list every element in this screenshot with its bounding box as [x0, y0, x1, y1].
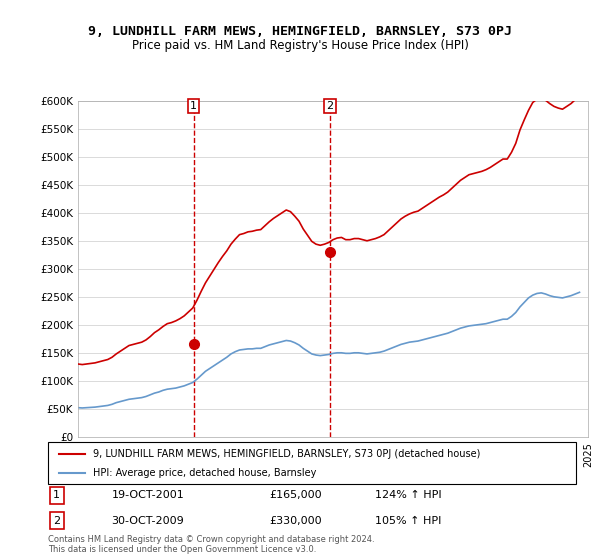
- FancyBboxPatch shape: [48, 442, 576, 484]
- Text: 2: 2: [326, 101, 334, 111]
- Text: 30-OCT-2009: 30-OCT-2009: [112, 516, 184, 526]
- Text: HPI: Average price, detached house, Barnsley: HPI: Average price, detached house, Barn…: [93, 468, 316, 478]
- Text: £165,000: £165,000: [270, 491, 322, 501]
- Text: Contains HM Land Registry data © Crown copyright and database right 2024.
This d: Contains HM Land Registry data © Crown c…: [48, 535, 374, 554]
- Text: 1: 1: [53, 491, 60, 501]
- Text: 19-OCT-2001: 19-OCT-2001: [112, 491, 184, 501]
- Text: Price paid vs. HM Land Registry's House Price Index (HPI): Price paid vs. HM Land Registry's House …: [131, 39, 469, 52]
- Text: £330,000: £330,000: [270, 516, 322, 526]
- Text: 124% ↑ HPI: 124% ↑ HPI: [376, 491, 442, 501]
- Text: 105% ↑ HPI: 105% ↑ HPI: [376, 516, 442, 526]
- Text: 9, LUNDHILL FARM MEWS, HEMINGFIELD, BARNSLEY, S73 0PJ: 9, LUNDHILL FARM MEWS, HEMINGFIELD, BARN…: [88, 25, 512, 38]
- Text: 9, LUNDHILL FARM MEWS, HEMINGFIELD, BARNSLEY, S73 0PJ (detached house): 9, LUNDHILL FARM MEWS, HEMINGFIELD, BARN…: [93, 449, 480, 459]
- Text: 2: 2: [53, 516, 61, 526]
- Text: 1: 1: [190, 101, 197, 111]
